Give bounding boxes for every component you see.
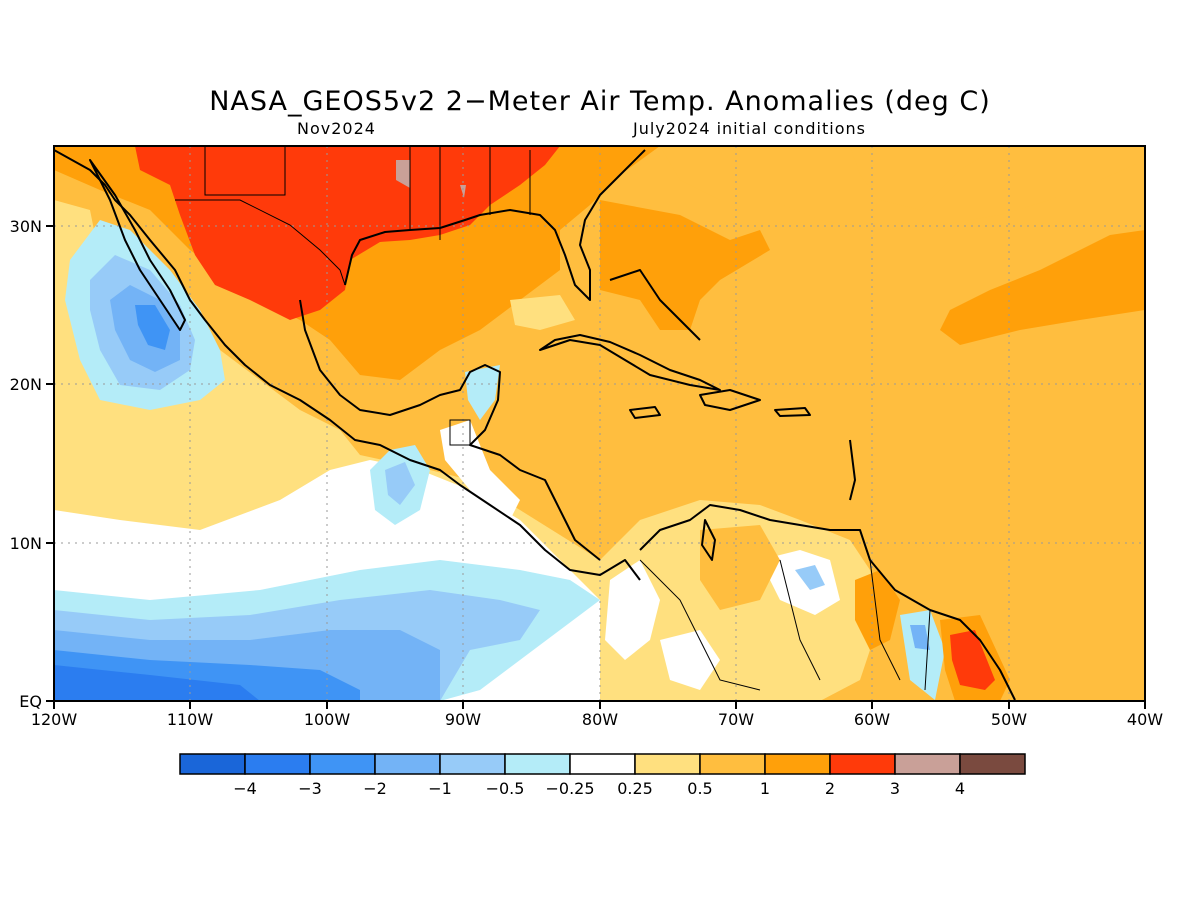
x-tick-label: 120W (31, 710, 78, 729)
anomaly-region-sa-neutral (660, 630, 720, 690)
colorbar-swatch (244, 753, 311, 775)
initial-conditions-label: July2024 initial conditions (633, 119, 866, 138)
x-tick-label: 70W (718, 710, 754, 729)
x-tick-label: 50W (991, 710, 1027, 729)
x-axis-labels: 120W 110W 100W 90W 80W 70W 60W 50W 40W (31, 710, 1163, 729)
colorbar-label: 0.5 (687, 779, 712, 798)
colorbar-swatch (374, 753, 441, 775)
anomaly-region-atlantic-band (660, 146, 1145, 230)
x-tick-label: 90W (445, 710, 481, 729)
forecast-month: Nov2024 (297, 119, 376, 138)
colorbar-label: 3 (890, 779, 900, 798)
anomaly-region-equator-cool (54, 665, 260, 701)
colorbar-swatch (959, 753, 1026, 775)
coastlines (54, 149, 1016, 701)
anomaly-region-yucatan-cool (465, 365, 500, 420)
borders (175, 146, 931, 691)
anomaly-region-sa-neutral (605, 560, 660, 660)
y-axis-labels: EQ 10N 20N 30N (10, 217, 42, 711)
anomaly-region-amazon-hot (950, 630, 995, 690)
colorbar-swatch (829, 753, 896, 775)
x-tick-label: 110W (167, 710, 214, 729)
anomaly-region-caribbean-mild (510, 295, 575, 330)
colorbar-label: −4 (233, 779, 257, 798)
anomaly-region-sa-cool (795, 565, 825, 590)
anomaly-region-atlantic-warm (600, 146, 1145, 345)
x-tick-label: 40W (1127, 710, 1163, 729)
anomaly-region-hot-spot (396, 160, 410, 188)
colorbar-swatch (894, 753, 961, 775)
y-tick-label: EQ (19, 692, 42, 711)
x-tick-label: 100W (304, 710, 351, 729)
anomaly-field (54, 146, 1145, 701)
colorbar-label: −2 (363, 779, 387, 798)
colorbar: −4 −3 −2 −1 −0.5 −0.25 0.25 0.5 1 2 3 4 (179, 753, 1026, 798)
colorbar-label: −3 (298, 779, 322, 798)
colorbar-swatch (309, 753, 376, 775)
anomaly-region-texas-hot (135, 146, 560, 320)
colorbar-label: 0.25 (617, 779, 653, 798)
anomaly-region-cool (385, 462, 415, 505)
colorbar-swatch (439, 753, 506, 775)
y-tick-label: 30N (10, 217, 42, 236)
x-tick-label: 60W (854, 710, 890, 729)
colorbar-swatch (504, 753, 571, 775)
anomaly-region-baja-cool (135, 305, 170, 350)
anomaly-region-hot-spot (460, 185, 466, 198)
axis-ticks (46, 225, 1146, 709)
anomaly-region-sa-warm (700, 525, 780, 610)
colorbar-label: −0.5 (486, 779, 525, 798)
colorbar-swatch (569, 753, 636, 775)
anomaly-region-guiana-cool (900, 610, 945, 700)
x-tick-label: 80W (582, 710, 618, 729)
colorbar-label: 1 (760, 779, 770, 798)
colorbar-label: −0.25 (545, 779, 594, 798)
gridlines (54, 146, 1145, 701)
colorbar-swatch (634, 753, 701, 775)
y-tick-label: 20N (10, 375, 42, 394)
colorbar-swatch (179, 753, 246, 775)
colorbar-label: −1 (428, 779, 452, 798)
anomaly-region-guiana-cool (910, 625, 930, 650)
anomaly-region-guiana-warm (855, 570, 900, 650)
colorbar-label: 2 (825, 779, 835, 798)
colorbar-swatch (699, 753, 766, 775)
anomaly-region-sa-neutral (760, 550, 840, 615)
y-tick-label: 10N (10, 534, 42, 553)
map-title: NASA_GEOS5v2 2−Meter Air Temp. Anomalies… (209, 86, 991, 117)
colorbar-label: 4 (955, 779, 965, 798)
colorbar-swatch (764, 753, 831, 775)
